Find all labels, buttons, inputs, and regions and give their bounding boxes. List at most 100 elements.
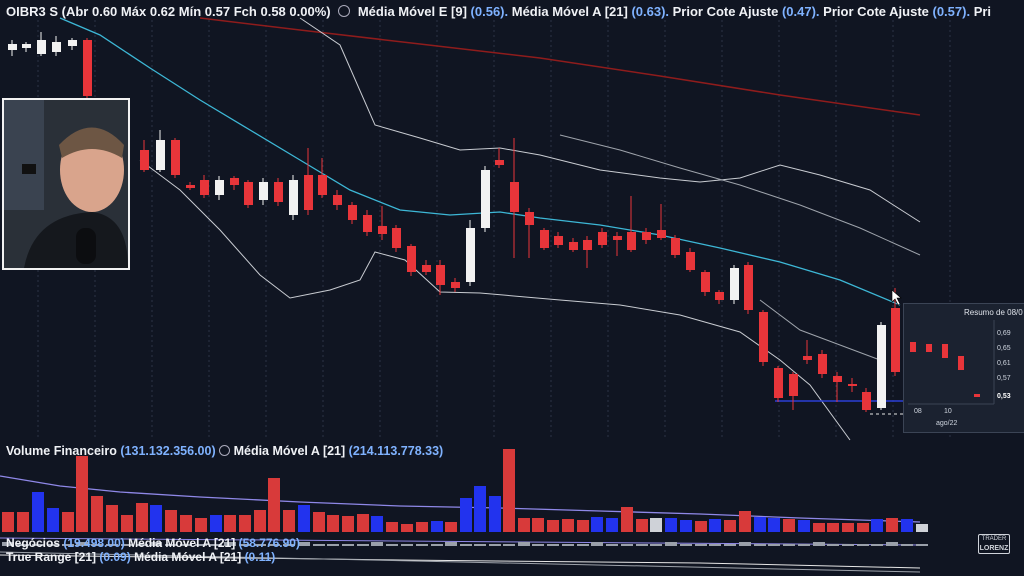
- long-moving-average-line: [199, 17, 921, 116]
- negocios-bar: [313, 544, 325, 546]
- negocios-bar: [901, 544, 913, 546]
- candle: [613, 232, 622, 256]
- negocios-bar: [489, 544, 501, 546]
- candle: [598, 228, 607, 248]
- volume-bar: [386, 522, 398, 532]
- volume-bar: [474, 486, 486, 532]
- candle: [642, 228, 651, 244]
- candle: [156, 130, 165, 172]
- popup-mini-chart: [908, 320, 995, 405]
- volume-bar: [445, 522, 457, 532]
- negocios-bar: [62, 544, 74, 546]
- candle: [848, 378, 857, 392]
- candle: [407, 244, 416, 276]
- candle: [774, 366, 783, 402]
- negocios-bar: [827, 544, 839, 546]
- volume-bar: [798, 520, 810, 532]
- volume-bar: [431, 521, 443, 532]
- negocios-bar: [650, 544, 662, 546]
- volume-bar: [827, 523, 839, 532]
- candle: [657, 204, 666, 240]
- candle: [540, 228, 549, 250]
- visibility-eye-icon[interactable]: [338, 5, 351, 17]
- negocios-bar: [210, 544, 222, 546]
- candle: [378, 206, 387, 240]
- mouse-cursor-icon: [891, 289, 902, 306]
- candle: [583, 236, 592, 268]
- negocios-bar: [224, 542, 236, 546]
- negocios-bar: [621, 544, 633, 546]
- volume-bar: [313, 512, 325, 532]
- candle: [171, 138, 180, 178]
- candle: [22, 42, 31, 52]
- true-range-panel-legend[interactable]: True Range [21] (0.09) Média Móvel A [21…: [6, 550, 276, 564]
- volume-bar: [606, 518, 618, 532]
- candle: [877, 322, 886, 410]
- negocios-bar: [886, 542, 898, 546]
- volume-bar: [401, 524, 413, 532]
- volume-bar: [532, 518, 544, 532]
- candle: [789, 372, 798, 410]
- negocios-bar: [268, 544, 280, 546]
- volume-bar: [680, 520, 692, 532]
- ticker-symbol[interactable]: OIBR3 S: [6, 4, 59, 19]
- negocios-bar: [445, 542, 457, 546]
- volume-bar: [180, 515, 192, 532]
- volume-bar: [150, 505, 162, 532]
- negocios-bar: [591, 542, 603, 546]
- volume-bar: [857, 523, 869, 532]
- negocios-panel-legend[interactable]: Negócios (19.498.00) Média Móvel A [21] …: [6, 536, 300, 550]
- volume-bar: [210, 515, 222, 532]
- negocios-bar: [180, 544, 192, 546]
- candle: [348, 202, 357, 224]
- indicator-ema9[interactable]: Média Móvel E [9] (0.56).: [357, 4, 509, 19]
- volume-bar: [136, 503, 148, 532]
- indicator-prior-cote-2[interactable]: Prior Cote Ajuste (0.57).: [823, 4, 971, 19]
- negocios-bar: [695, 544, 707, 546]
- candle: [244, 180, 253, 208]
- candle: [259, 178, 268, 205]
- negocios-bar: [401, 544, 413, 546]
- indicator-sma21[interactable]: Média Móvel A [21] (0.63).: [511, 4, 670, 19]
- candle: [627, 196, 636, 252]
- volume-bar: [886, 518, 898, 532]
- summary-popup[interactable]: Resumo de 08/0 0,69 0,65 0,61 0,57 0,53 …: [903, 303, 1024, 433]
- candle: [510, 138, 519, 258]
- indicator-truncated[interactable]: Pri: [973, 4, 992, 19]
- candle: [68, 38, 77, 50]
- negocios-bar: [17, 544, 29, 546]
- volume-bar: [813, 523, 825, 532]
- volume-bar: [327, 515, 339, 532]
- candle: [363, 210, 372, 236]
- volume-bar: [842, 523, 854, 532]
- candle: [495, 148, 504, 168]
- candle: [686, 248, 695, 272]
- volume-panel-legend[interactable]: Volume Financeiro (131.132.356.00) Média…: [6, 444, 444, 458]
- volume-eye-icon[interactable]: [219, 445, 231, 456]
- candlesticks: [8, 32, 900, 412]
- candle: [671, 235, 680, 258]
- candle: [891, 288, 900, 376]
- volume-bar: [91, 496, 103, 532]
- candle: [554, 232, 563, 248]
- negocios-bar: [106, 544, 118, 546]
- candle: [230, 176, 239, 190]
- volume-bar: [342, 516, 354, 532]
- negocios-bar: [298, 542, 310, 546]
- candle: [8, 40, 17, 56]
- volume-bar: [224, 515, 236, 532]
- volume-bar: [268, 478, 280, 532]
- negocios-bar: [76, 542, 88, 546]
- indicator-prior-cote-1[interactable]: Prior Cote Ajuste (0.47).: [672, 4, 820, 19]
- negocios-bar: [195, 544, 207, 546]
- cyan-moving-average-line: [59, 17, 901, 306]
- negocios-bar: [91, 544, 103, 546]
- volume-bar: [165, 510, 177, 532]
- candle: [333, 190, 342, 210]
- volume-moving-average-line: [0, 475, 921, 523]
- candle: [744, 262, 753, 314]
- candle: [701, 270, 710, 296]
- chart-header-legend: OIBR3 S (Abr 0.60 Máx 0.62 Mín 0.57 Fch …: [6, 4, 992, 19]
- negocios-bar: [239, 544, 251, 546]
